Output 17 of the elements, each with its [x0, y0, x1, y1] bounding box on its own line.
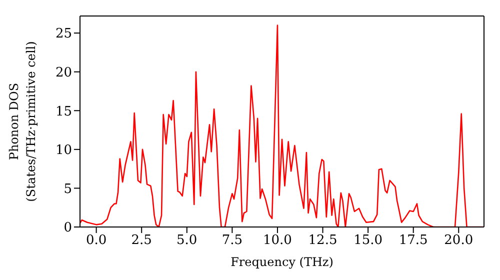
- x-tick-label: 15.0: [354, 233, 383, 248]
- x-tick-label: 10.0: [262, 233, 292, 248]
- y-tick-label: 20: [55, 65, 72, 80]
- y-axis-title: Phonon DOS (States/THz·primitive cell): [7, 41, 38, 202]
- x-tick-label: 12.5: [308, 233, 338, 248]
- y-tick-label: 0: [64, 220, 72, 236]
- x-tick-label: 20.0: [444, 233, 474, 248]
- x-tick-label: 2.5: [131, 233, 152, 248]
- x-tick-label: 5.0: [176, 233, 198, 248]
- y-tick-label: 5: [64, 182, 72, 197]
- y-tick-label: 15: [55, 104, 72, 120]
- x-axis-title: Frequency (THz): [230, 255, 334, 269]
- x-tick-label: 17.5: [398, 233, 428, 248]
- x-tick-label: 0.0: [86, 233, 107, 248]
- y-tick-label: 10: [55, 143, 72, 158]
- x-tick-label: 7.5: [222, 233, 243, 248]
- y-tick-label: 25: [55, 26, 72, 42]
